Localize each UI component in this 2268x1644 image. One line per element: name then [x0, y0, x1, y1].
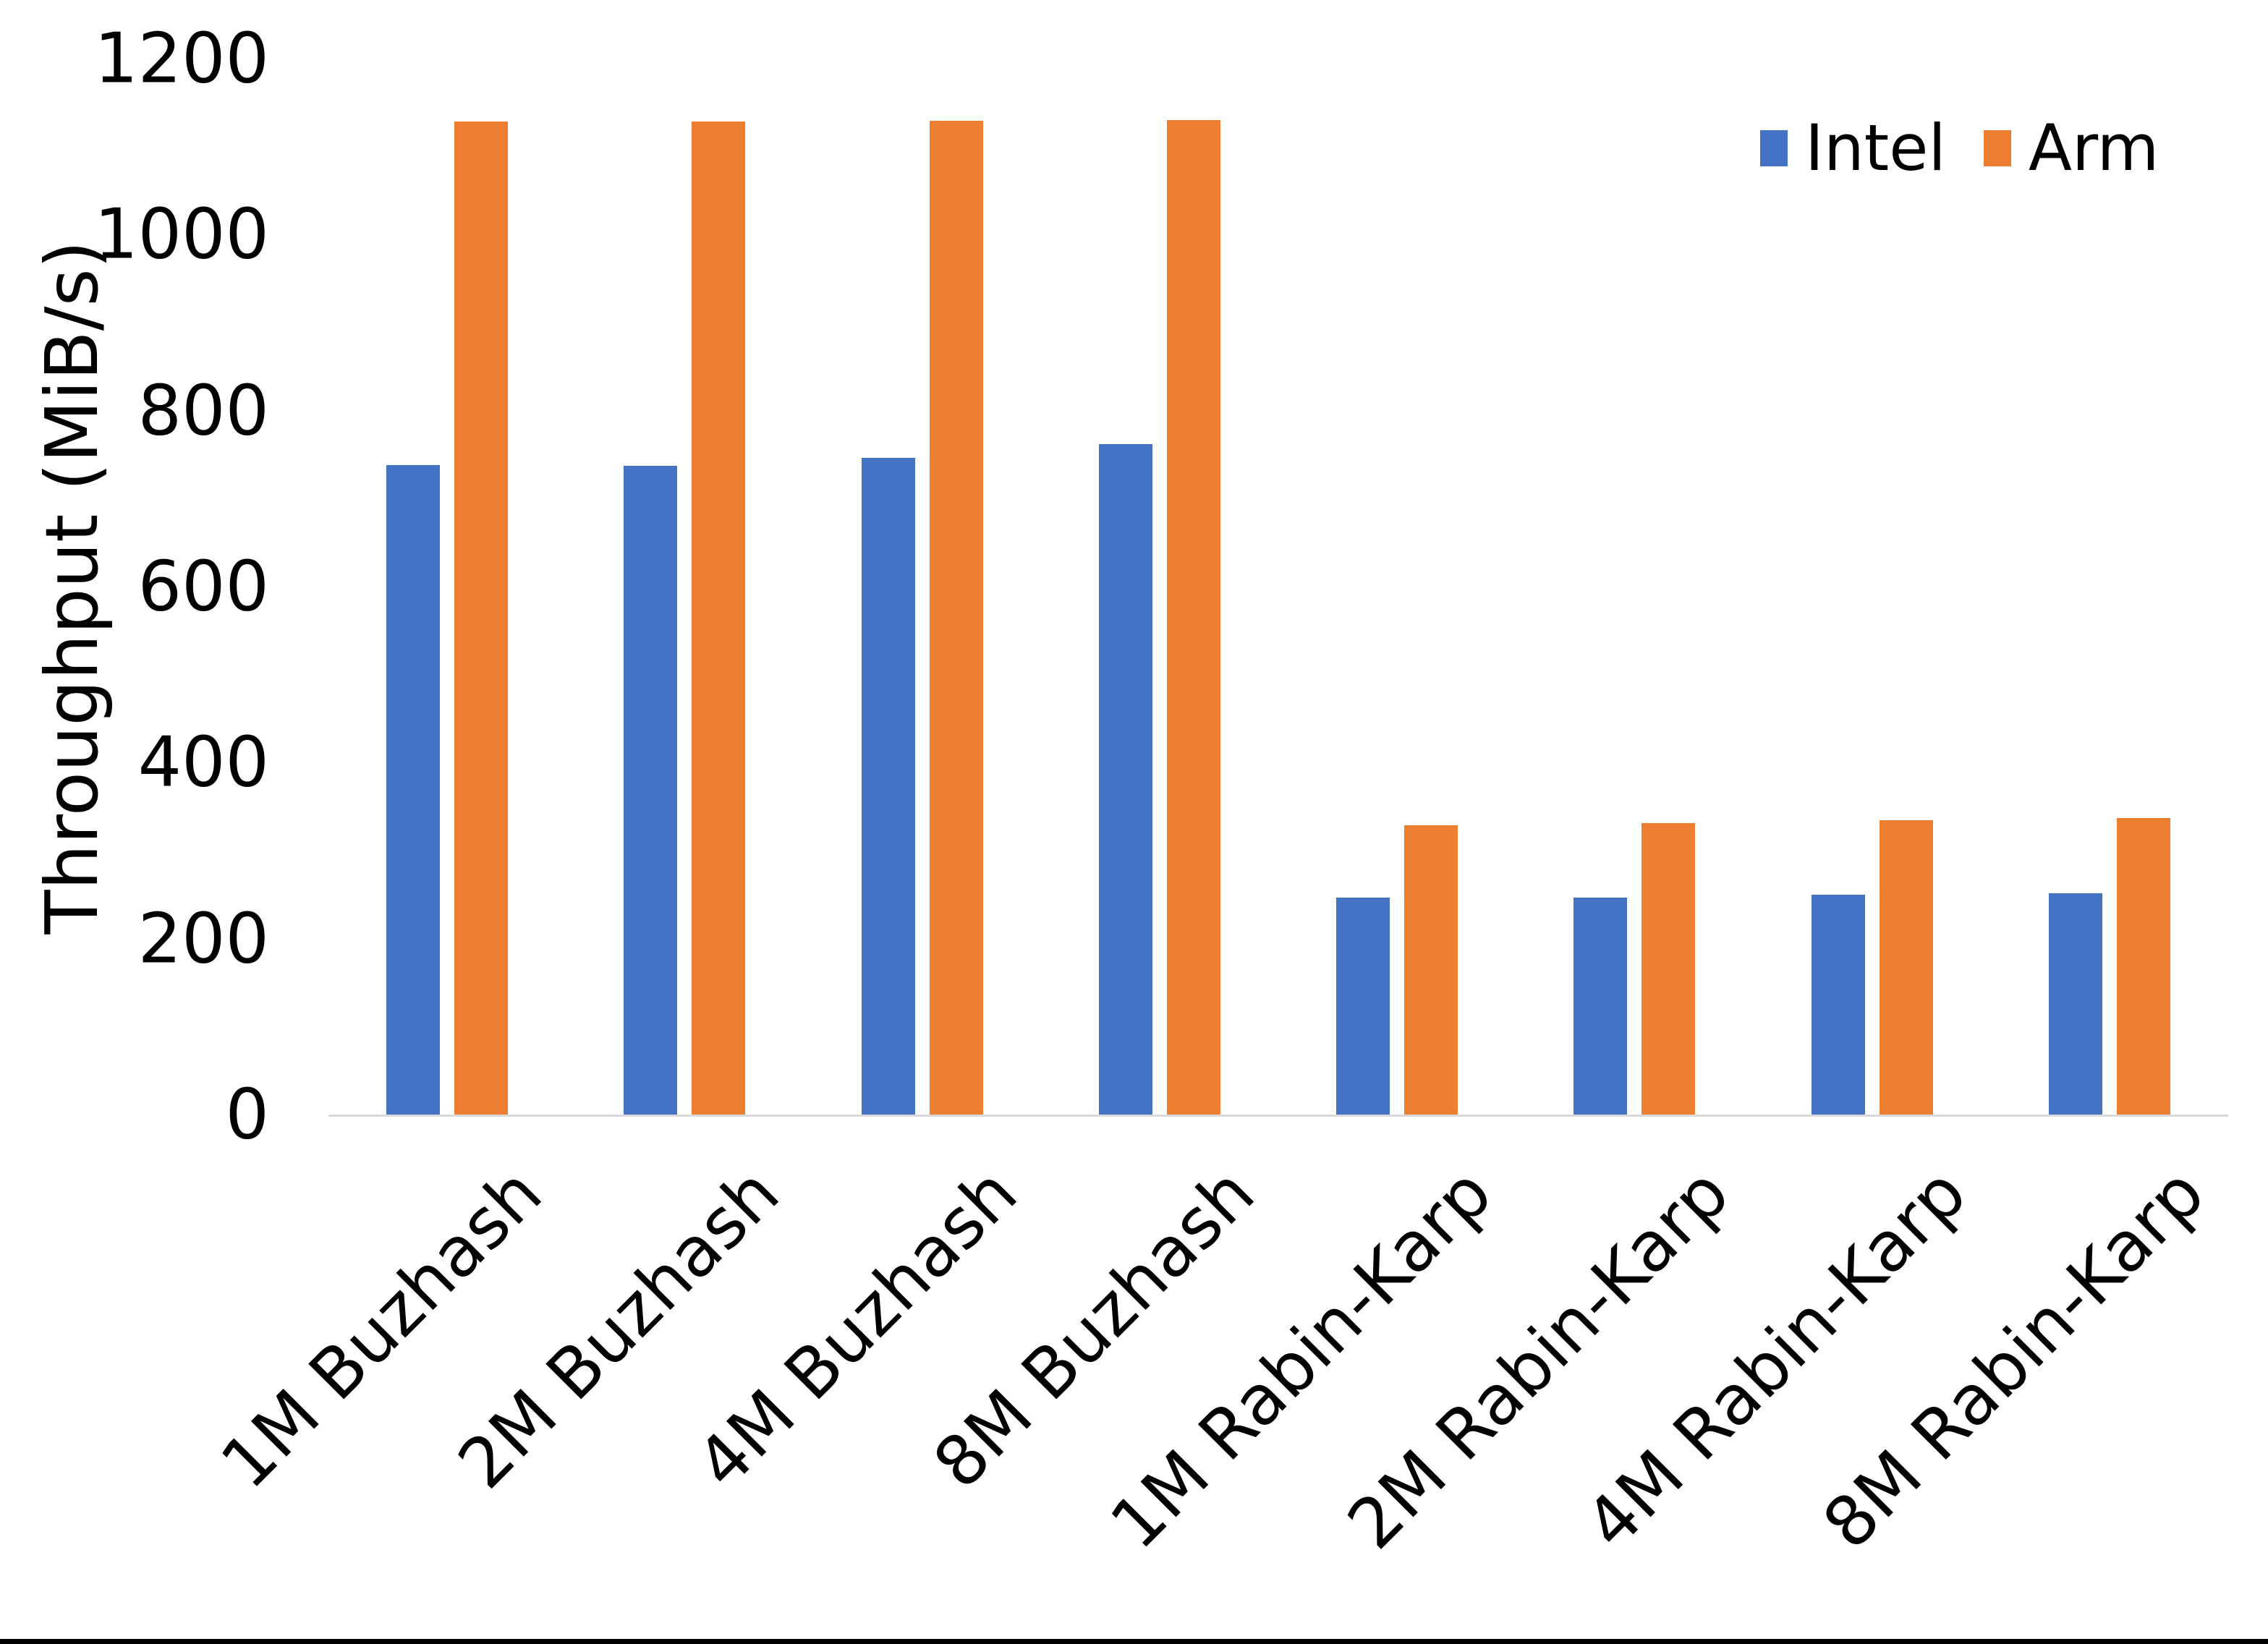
- y-tick-label: 400: [137, 723, 269, 803]
- bar-intel-8: [2048, 893, 2102, 1115]
- y-tick-label: 1000: [94, 195, 269, 275]
- x-axis-line: [328, 1115, 2228, 1117]
- bar-arm-4: [1166, 119, 1220, 1115]
- y-tick-label: 0: [225, 1075, 269, 1155]
- bar-arm-8: [2116, 817, 2170, 1115]
- legend-swatch-icon: [1760, 130, 1788, 166]
- legend: Intel Arm: [1760, 112, 2159, 184]
- y-tick-label: 1200: [94, 19, 269, 99]
- bottom-border: [0, 1639, 2268, 1644]
- bar-intel-4: [1098, 443, 1152, 1115]
- legend-item-intel: Intel: [1760, 116, 1946, 180]
- legend-swatch-icon: [1983, 130, 2011, 166]
- bar-intel-3: [861, 458, 915, 1115]
- y-tick-label: 200: [137, 899, 269, 979]
- legend-label: Intel: [1805, 111, 1946, 185]
- bar-arm-1: [454, 122, 509, 1115]
- y-tick-label: 800: [137, 371, 269, 451]
- legend-item-arm: Arm: [1983, 111, 2159, 185]
- legend-label: Arm: [2028, 111, 2159, 185]
- bar-intel-7: [1811, 894, 1865, 1115]
- bar-intel-6: [1573, 898, 1628, 1115]
- y-tick-label: 600: [137, 547, 269, 627]
- bar-arm-2: [692, 122, 746, 1115]
- bar-arm-3: [929, 121, 983, 1115]
- bar-arm-7: [1879, 820, 1933, 1115]
- bar-intel-5: [1336, 898, 1390, 1115]
- bar-arm-6: [1641, 823, 1696, 1115]
- bar-intel-2: [624, 466, 678, 1115]
- bar-arm-5: [1404, 825, 1458, 1115]
- bar-intel-1: [386, 464, 441, 1115]
